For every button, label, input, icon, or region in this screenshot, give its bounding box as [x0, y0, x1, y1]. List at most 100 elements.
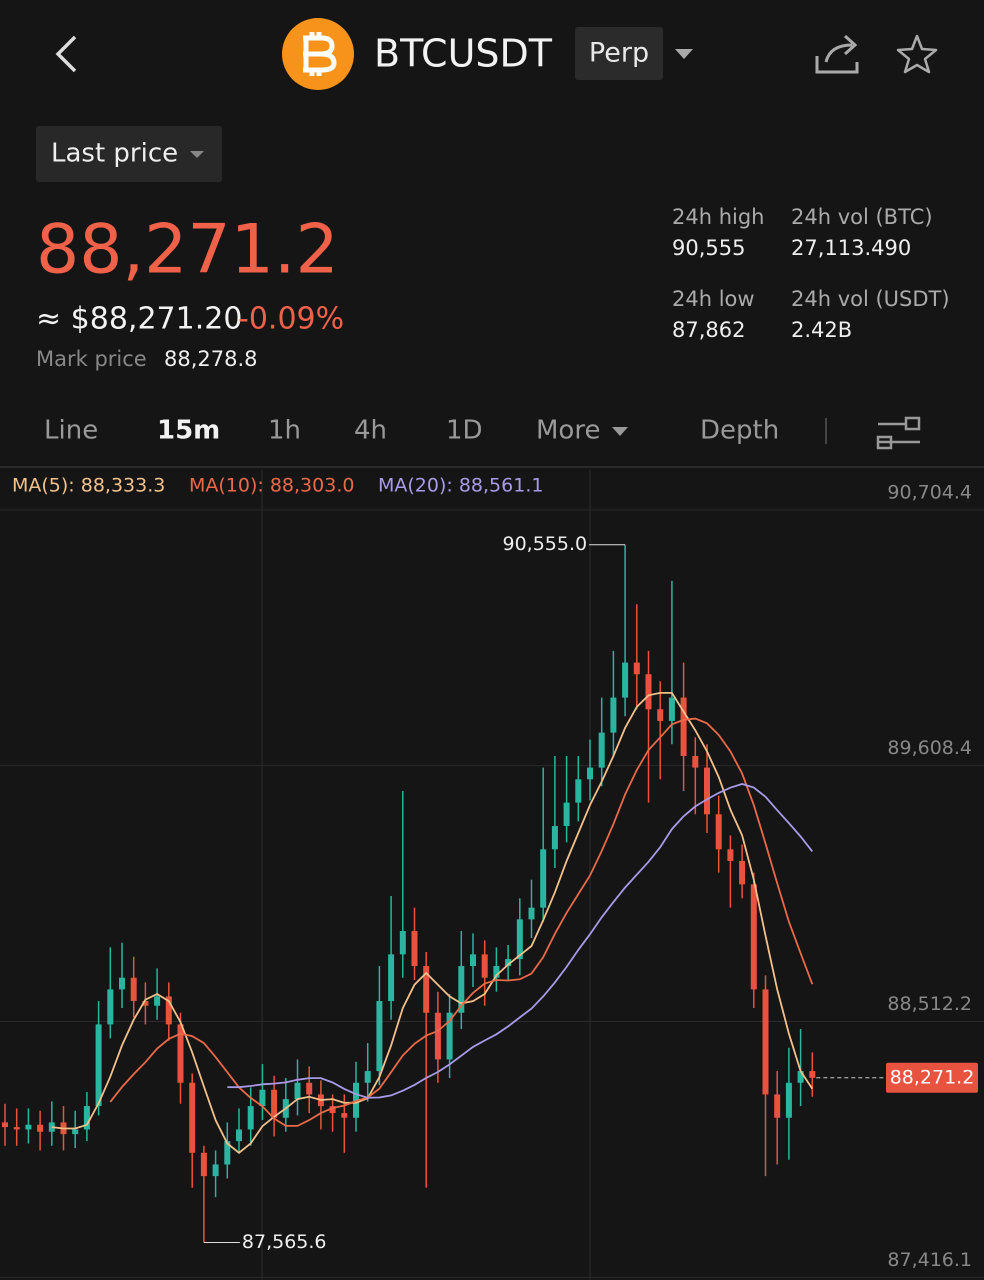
candle-body — [540, 849, 547, 908]
price-type-selector[interactable] — [36, 126, 222, 182]
contract-badge[interactable] — [575, 27, 663, 80]
candle-body — [645, 674, 652, 710]
usd-price: ≈ $88,271.20 — [36, 302, 242, 337]
candle-body — [399, 931, 406, 955]
candle-body — [37, 1124, 44, 1132]
ma-legend: MA(5): 88,333.3 — [12, 475, 165, 497]
stat-label: 24h vol (USDT) — [791, 287, 950, 311]
candle-body — [13, 1127, 20, 1130]
candle-body — [727, 849, 734, 861]
dropdown-caret — [612, 427, 628, 436]
chart-settings[interactable] — [876, 416, 921, 450]
candle-body — [236, 1129, 242, 1142]
candle-body — [598, 732, 605, 768]
candle-body — [72, 1129, 79, 1135]
candle-body — [434, 1012, 441, 1060]
moving-average-line — [109, 717, 814, 1127]
candle-body — [610, 697, 617, 733]
candle-body — [423, 966, 430, 1013]
tab[interactable]: Line — [44, 416, 98, 446]
candle-body — [107, 989, 114, 1025]
dropdown-caret[interactable] — [675, 49, 693, 59]
candle-body — [95, 1024, 102, 1107]
candle-body — [715, 814, 722, 850]
y-tick-label: 88,512.2 — [887, 993, 972, 1015]
candle-body — [341, 1113, 348, 1118]
tab[interactable]: Depth — [700, 416, 779, 446]
candle-body — [739, 860, 746, 885]
price-change: -0.09% — [238, 302, 344, 337]
mark-price: 88,278.8 — [164, 347, 258, 371]
stat-value: 27,113.490 — [791, 236, 911, 260]
stat-value: 87,862 — [672, 318, 745, 342]
back-button[interactable] — [55, 35, 77, 73]
candle-body — [704, 767, 710, 815]
tab[interactable]: 4h — [354, 416, 387, 446]
dropdown-caret — [190, 151, 204, 158]
candle-body — [633, 662, 640, 675]
candle-body — [458, 966, 465, 1013]
candle-body — [83, 1106, 90, 1130]
last-price-label: 88,271.2 — [890, 1066, 975, 1088]
candle-body — [505, 959, 512, 967]
stat-value: 2.42B — [791, 318, 852, 342]
candle-body — [376, 1001, 383, 1072]
candle-body — [563, 802, 570, 826]
high-marker-label: 90,555.0 — [502, 533, 587, 555]
candle-body — [516, 919, 523, 960]
candle-body — [271, 1089, 278, 1118]
stat-label: 24h high — [672, 205, 765, 229]
stat-label: 24h vol (BTC) — [791, 205, 933, 229]
contract-type: Perp — [589, 38, 649, 69]
last-price: 88,271.2 — [36, 211, 339, 290]
candle-body — [189, 1082, 196, 1153]
candle-body — [247, 1106, 254, 1130]
candle-body — [762, 989, 769, 1095]
moving-average-line — [51, 691, 814, 1154]
candle-body — [657, 709, 664, 721]
candle-body — [224, 1141, 231, 1165]
candle-body — [797, 1071, 804, 1083]
tab[interactable]: 1D — [446, 416, 483, 446]
stat-label: 24h low — [672, 287, 755, 311]
candle-body — [177, 1024, 184, 1083]
y-tick-label: 90,704.4 — [887, 481, 972, 503]
candle-body — [809, 1071, 816, 1078]
candle-body — [470, 954, 476, 967]
y-tick-label: 87,416.1 — [887, 1249, 972, 1271]
candle-body — [774, 1094, 781, 1118]
candle-body — [388, 954, 395, 1002]
candle-body — [259, 1089, 266, 1107]
candle-body — [587, 767, 593, 780]
candle-body — [528, 907, 535, 920]
tab-active[interactable]: 15m — [157, 416, 220, 446]
candle-body — [200, 1152, 207, 1177]
moving-average-line — [227, 783, 814, 1099]
candle-body — [668, 697, 675, 721]
candle-body — [551, 825, 558, 850]
candle-body — [329, 1106, 336, 1114]
last-price-tag — [886, 1062, 978, 1093]
favorite-button[interactable] — [896, 34, 938, 74]
candle-body — [212, 1164, 219, 1177]
y-tick-label: 89,608.4 — [887, 737, 972, 759]
low-marker-label: 87,565.6 — [242, 1231, 327, 1253]
candle-body — [142, 1001, 149, 1006]
candle-body — [622, 662, 629, 698]
candle-body — [750, 884, 757, 990]
ma-legend: MA(10): 88,303.0 — [189, 475, 354, 497]
candle-body — [446, 1012, 453, 1060]
candle-body — [130, 977, 137, 1002]
candle-body — [2, 1122, 8, 1128]
candle-body — [25, 1124, 32, 1130]
candle-body — [680, 697, 687, 756]
candle-body — [411, 931, 418, 967]
candle-body — [165, 996, 172, 1025]
share-button[interactable] — [815, 34, 859, 74]
tab[interactable]: 1h — [268, 416, 301, 446]
candle-body — [364, 1071, 371, 1083]
tab[interactable]: More — [536, 416, 600, 446]
candle-body — [575, 779, 582, 803]
candle-body — [306, 1082, 313, 1095]
